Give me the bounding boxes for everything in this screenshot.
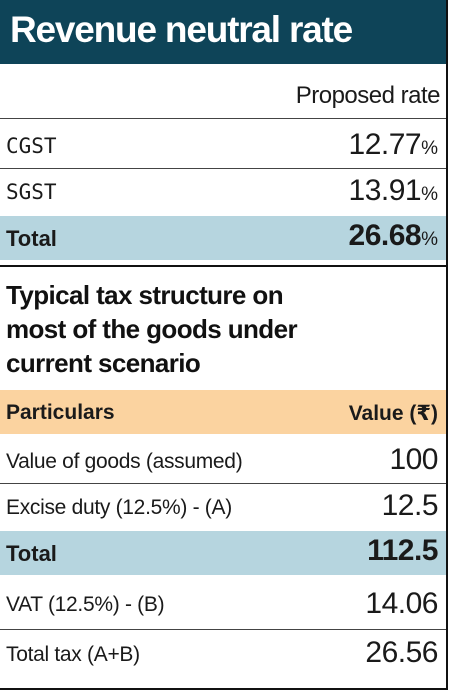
page-title: Revenue neutral rate	[10, 9, 353, 50]
divider	[0, 483, 446, 484]
proposed-rate-header: Proposed rate	[295, 82, 441, 109]
rate-value: 26.68%	[349, 219, 438, 253]
row-value: 12.5	[381, 489, 439, 522]
rate-number: 12.77	[348, 128, 422, 161]
col-particulars: Particulars	[6, 401, 115, 424]
divider	[0, 629, 446, 630]
heading-line: current scenario	[6, 348, 201, 378]
section-heading: Typical tax structure on most of the goo…	[6, 278, 298, 380]
row-label: Total tax (A+B)	[6, 643, 140, 666]
table-row: Total tax (A+B) 26.56	[0, 631, 446, 681]
table-row-total: Total 112.5	[0, 531, 446, 575]
rate-row-sgst: SGST 13.91%	[0, 170, 446, 214]
rate-number: 26.68	[348, 219, 422, 252]
rate-label: Total	[6, 226, 57, 251]
row-label: Value of goods (assumed)	[6, 450, 243, 473]
table-row: Value of goods (assumed) 100	[0, 438, 446, 482]
table-row: Excise duty (12.5%) - (A) 12.5	[0, 485, 446, 529]
rate-unit: %	[421, 184, 438, 205]
row-value: 26.56	[365, 636, 438, 669]
row-value: 14.06	[365, 587, 438, 620]
section-divider	[0, 265, 446, 267]
heading-line: most of the goods under	[6, 314, 298, 344]
table-header: Particulars Value (₹)	[0, 390, 446, 434]
rate-unit: %	[421, 229, 438, 250]
col-value: Value (₹)	[348, 402, 438, 425]
rate-label: SGST	[6, 180, 57, 204]
divider	[0, 168, 446, 169]
rate-label: CGST	[6, 134, 57, 158]
rate-row-total: Total 26.68%	[0, 216, 446, 260]
table-row: VAT (12.5%) - (B) 14.06	[0, 582, 446, 626]
heading-line: Typical tax structure on	[6, 280, 284, 310]
rate-row-cgst: CGST 12.77%	[0, 124, 446, 168]
row-value: 112.5	[367, 534, 438, 567]
row-label: Excise duty (12.5%) - (A)	[6, 496, 232, 519]
title-bar: Revenue neutral rate	[0, 0, 446, 64]
rate-number: 13.91	[348, 174, 422, 207]
row-label: VAT (12.5%) - (B)	[6, 593, 165, 616]
row-label: Total	[6, 541, 57, 566]
rate-value: 12.77%	[349, 128, 438, 162]
row-value: 100	[389, 443, 438, 476]
rate-value: 13.91%	[349, 174, 438, 208]
divider	[0, 118, 446, 119]
rate-unit: %	[421, 138, 438, 159]
